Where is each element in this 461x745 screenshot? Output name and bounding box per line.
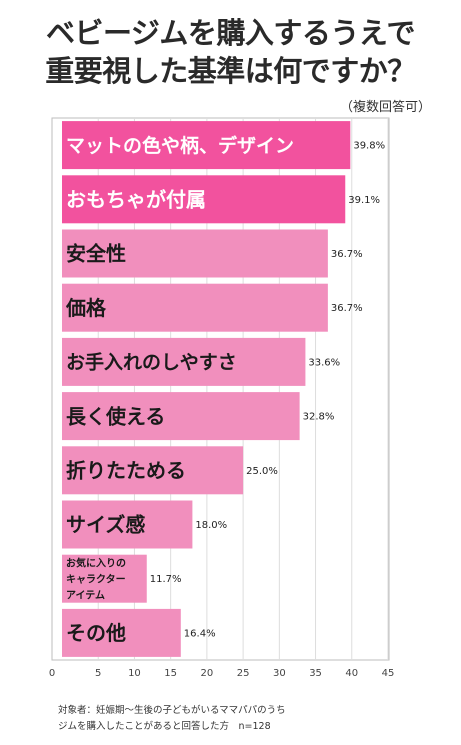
x-tick-label: 5	[95, 668, 101, 679]
value-label: 39.8%	[353, 141, 385, 152]
bar	[62, 121, 351, 170]
bar	[62, 608, 181, 657]
bar	[62, 500, 193, 549]
category-label: 安全性	[66, 242, 126, 266]
footnote-line-2: ジムを購入したことがあると回答した方 n=128	[58, 721, 271, 732]
category-label: 折りたためる	[66, 459, 186, 483]
category-label: お手入れのしやすさ	[66, 351, 237, 374]
bar	[62, 175, 346, 224]
x-tick-label: 35	[309, 668, 322, 679]
chart-title-line-2: 重要視した基準は何ですか？	[45, 54, 416, 88]
chart-subtitle: （複数回答可）	[339, 100, 431, 115]
chart-title-line-1: ベビージムを購入するうえで	[45, 16, 416, 50]
category-label-line: マットの色や柄、デザイン	[66, 134, 294, 157]
value-label: 11.7%	[150, 574, 182, 585]
x-tick-label: 40	[345, 668, 358, 679]
bar	[62, 446, 244, 495]
x-tick-label: 25	[237, 668, 250, 679]
plot-frame	[51, 117, 390, 661]
bar	[62, 554, 147, 603]
bar	[62, 229, 328, 278]
category-label: マットの色や柄、デザイン	[66, 134, 294, 157]
x-tick-label: 0	[49, 668, 55, 679]
bar	[62, 337, 306, 386]
value-label: 33.6%	[308, 357, 340, 368]
value-label: 18.0%	[195, 520, 227, 531]
category-label-line: 長く使える	[66, 404, 165, 428]
x-tick-label: 10	[128, 668, 141, 679]
category-label-line: 価格	[65, 296, 107, 320]
x-tick-label: 20	[201, 668, 214, 679]
category-label-line: お気に入りの	[66, 556, 126, 569]
category-label-line: おもちゃが付属	[66, 188, 206, 212]
category-label-line: サイズ感	[66, 513, 145, 537]
category-label: おもちゃが付属	[66, 188, 206, 212]
category-label: その他	[66, 621, 126, 645]
category-label-line: 折りたためる	[66, 459, 186, 483]
value-label: 36.7%	[331, 303, 363, 314]
category-label-line: キャラクター	[66, 573, 126, 585]
category-label: サイズ感	[66, 513, 145, 537]
footnote-line-1: 対象者：妊娠期～生後の子どもがいるママパパのうち	[58, 705, 286, 716]
category-label: 価格	[65, 296, 107, 320]
bar	[62, 392, 300, 441]
category-label-line: 安全性	[66, 242, 126, 266]
bar-chart: 0 5 10 15 20 25 30 35 40 45 マットの色や柄、デザイン 39.8% おもちゃが…	[49, 117, 395, 679]
value-label: 39.1%	[348, 195, 380, 206]
bar	[62, 283, 328, 332]
category-label: お気に入りのキャラクターアイテム	[66, 556, 126, 601]
category-label-line: お手入れのしやすさ	[66, 351, 237, 374]
x-tick-label: 30	[273, 668, 286, 679]
category-label: 長く使える	[66, 404, 165, 428]
category-label-line: アイテム	[66, 589, 105, 601]
category-label-line: その他	[66, 621, 126, 645]
value-label: 16.4%	[184, 628, 216, 639]
x-tick-label: 45	[382, 668, 395, 679]
chart-title: ベビージムを購入するうえで 重要視した基準は何ですか？	[0, 14, 461, 90]
value-label: 25.0%	[246, 466, 278, 477]
value-label: 36.7%	[331, 249, 363, 260]
footnote: 対象者：妊娠期～生後の子どもがいるママパパのうち ジムを購入したことがあると回答…	[58, 703, 438, 735]
value-label: 32.8%	[303, 412, 335, 423]
x-tick-label: 15	[164, 668, 177, 679]
